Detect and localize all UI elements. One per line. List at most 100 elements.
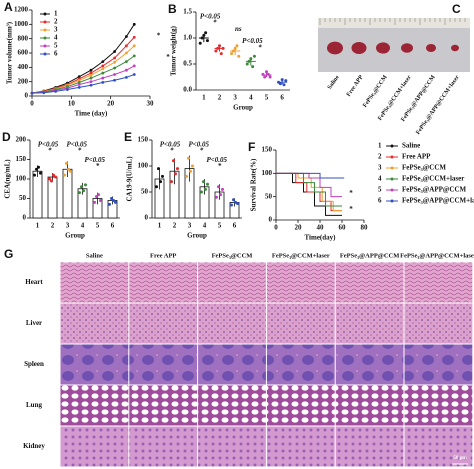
point <box>89 68 93 72</box>
micrograph <box>198 262 266 303</box>
micrograph <box>266 385 335 426</box>
x-axis-label: Time(day) <box>305 234 337 242</box>
point <box>113 50 116 53</box>
micrograph <box>404 303 473 344</box>
point <box>114 200 117 204</box>
y-tick-label: 0 <box>145 214 149 222</box>
legend-key: 3 <box>378 164 382 172</box>
x-tick-label: 10 <box>68 100 76 108</box>
point <box>132 73 136 76</box>
point <box>125 35 128 38</box>
series-line <box>31 55 135 94</box>
legend-marker <box>43 28 47 32</box>
point <box>161 174 164 178</box>
point <box>219 193 222 197</box>
point <box>268 75 272 79</box>
micrograph <box>335 262 404 303</box>
tumor <box>327 41 343 55</box>
annotation: P<0.05 <box>207 156 228 164</box>
photo-label: Saline <box>327 74 341 91</box>
legend-label: 1 <box>54 10 58 18</box>
micrograph <box>198 344 266 385</box>
point <box>99 198 102 202</box>
point <box>82 189 85 193</box>
annotation: P<0.05 <box>160 140 181 148</box>
y-axis-label: Survival Rate(%) <box>250 158 258 211</box>
point <box>204 187 207 191</box>
panel-letter: D <box>2 130 11 144</box>
micrograph <box>335 303 404 344</box>
y-tick-label: 100 <box>16 175 27 183</box>
point <box>230 52 234 56</box>
x-tick-label: 6 <box>111 222 115 230</box>
micrograph <box>129 344 198 385</box>
annotation: * <box>166 53 170 61</box>
y-tick-label: 800 <box>18 34 29 42</box>
x-axis-label: Group <box>187 232 207 240</box>
survival-line <box>276 172 342 198</box>
point <box>185 174 188 178</box>
point <box>125 51 128 55</box>
annotation: P<0.05 <box>200 12 221 20</box>
y-tick-label: 50 <box>265 192 273 200</box>
point <box>108 202 111 206</box>
survival-line <box>276 172 342 216</box>
annotation: * <box>157 31 161 39</box>
point <box>95 195 98 199</box>
point <box>110 197 113 200</box>
point <box>252 54 256 58</box>
y-tick-label: 0.5 <box>183 60 192 68</box>
point <box>132 22 136 26</box>
point <box>125 60 128 63</box>
point <box>206 182 209 186</box>
micrograph <box>60 385 129 426</box>
legend-label: 3 <box>54 26 58 34</box>
point <box>77 75 81 79</box>
annotation: * <box>218 162 222 170</box>
x-tick-label: 4 <box>203 222 207 230</box>
point <box>50 179 53 183</box>
x-tick-label: 4 <box>249 94 253 102</box>
point <box>101 64 105 68</box>
annotation: P<0.05 <box>242 37 263 45</box>
scale-bar-label: 50 μm <box>453 456 467 461</box>
micrograph <box>129 262 198 303</box>
panel-letter: B <box>168 2 177 16</box>
legend-label: 5 <box>54 42 58 50</box>
point <box>66 88 69 91</box>
panel-letter: G <box>4 247 13 261</box>
column-header: FePSe₃@APP@CCM+laser <box>400 252 474 259</box>
micrograph <box>404 385 473 426</box>
point <box>77 86 81 89</box>
tumor <box>401 43 413 53</box>
y-tick-label: 100 <box>138 162 149 170</box>
legend-label: 2 <box>54 18 58 26</box>
x-tick-label: 5 <box>218 222 222 230</box>
x-tick-label: 40 <box>317 224 325 232</box>
y-tick-label: 50 <box>19 194 27 202</box>
legend-label: FePSe₃@APP@CCM <box>402 186 466 194</box>
panel-letter: E <box>124 130 132 144</box>
point <box>261 72 265 76</box>
point <box>65 161 68 165</box>
series-line <box>31 74 135 94</box>
survival-line <box>276 172 345 179</box>
point <box>187 156 190 160</box>
micrograph <box>60 303 129 344</box>
x-tick-label: 4 <box>81 222 85 230</box>
row-label: Lung <box>26 401 42 409</box>
legend-label: 6 <box>54 50 58 58</box>
point <box>97 193 100 197</box>
point <box>84 183 87 187</box>
micrograph <box>335 385 404 426</box>
point <box>132 54 136 58</box>
micrograph <box>335 426 404 467</box>
point <box>113 66 116 70</box>
y-axis-label: Tumor weight(g) <box>170 25 178 76</box>
x-tick-label: 3 <box>66 222 70 230</box>
annotation: * <box>78 147 82 155</box>
micrograph <box>129 303 198 344</box>
point <box>42 91 46 95</box>
point <box>77 83 81 86</box>
series-line <box>31 65 135 94</box>
